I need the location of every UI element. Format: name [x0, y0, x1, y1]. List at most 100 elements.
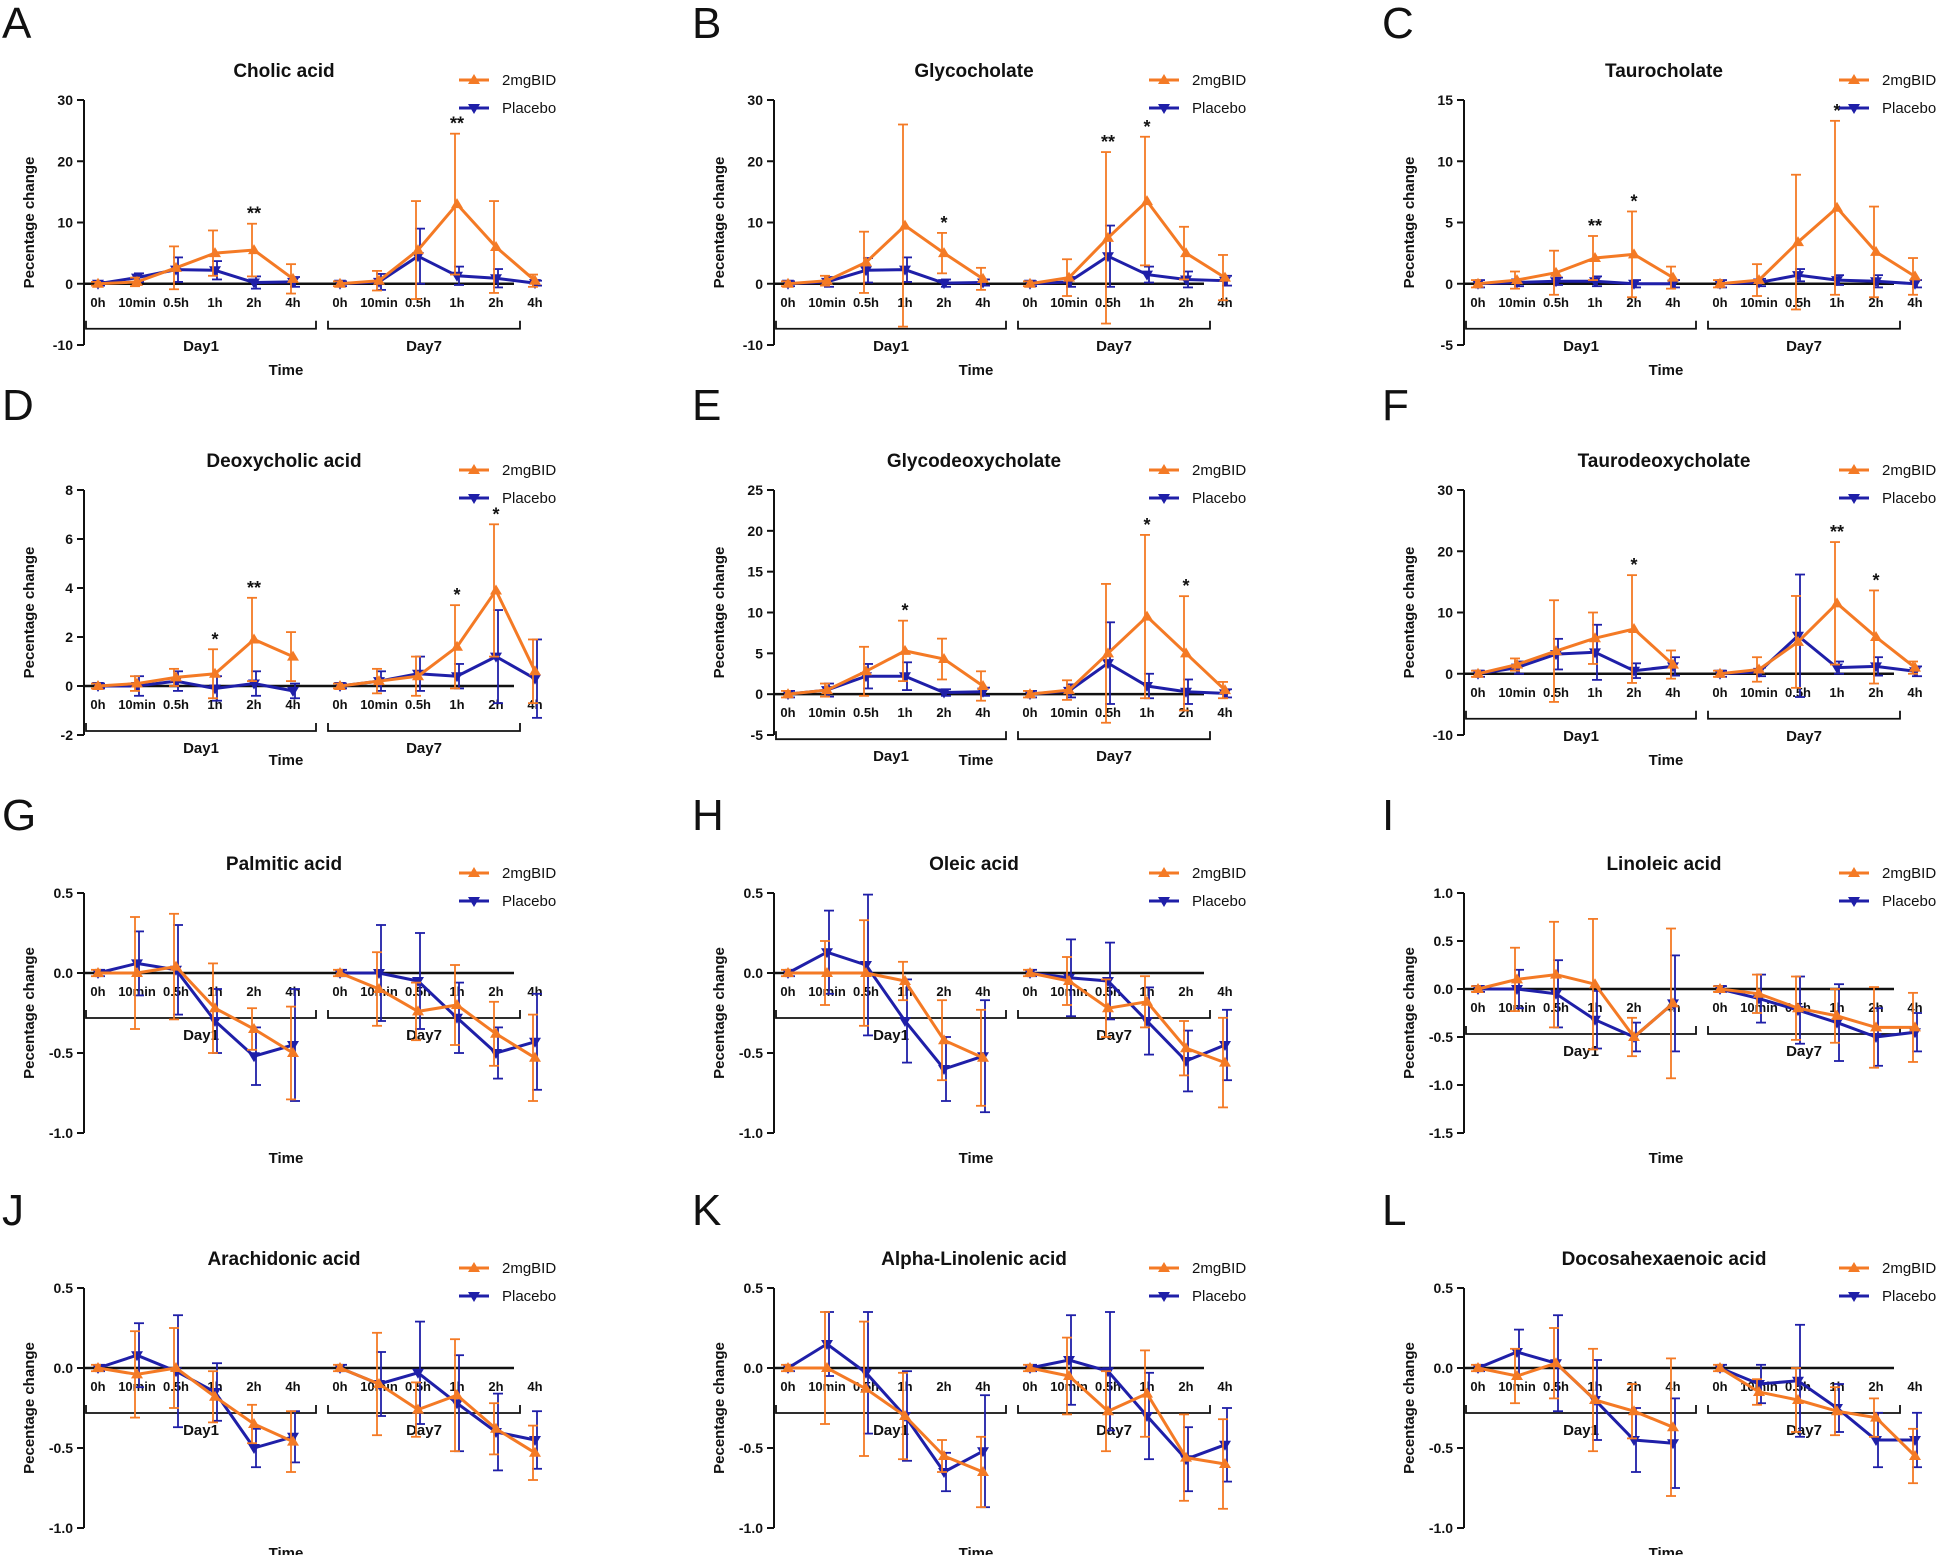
- panel-k: KAlpha-Linolenic acid-1.0-0.50.00.5Pecen…: [692, 1186, 1246, 1555]
- series-placebo: [92, 229, 542, 290]
- y-axis-title: Pecentage change: [21, 547, 38, 679]
- x-tick-label: 4h: [1217, 1379, 1232, 1394]
- legend-label: Placebo: [1882, 490, 1936, 507]
- x-axis-title: Time: [269, 1150, 304, 1167]
- y-tick-label: 20: [1437, 543, 1453, 559]
- significance-marker: *: [1143, 515, 1150, 535]
- y-tick-label: 5: [755, 645, 763, 661]
- x-tick-label: 2h: [488, 1379, 503, 1394]
- x-tick-label: 0.5h: [1543, 685, 1569, 700]
- x-tick-label: 0h: [90, 1379, 105, 1394]
- series-treatment: [91, 134, 541, 299]
- panel-e: EGlycodeoxycholate-50510152025Pecentage …: [692, 381, 1246, 769]
- x-tick-label: 2h: [1178, 984, 1193, 999]
- legend-label: 2mgBID: [502, 865, 556, 882]
- y-tick-label: 30: [747, 92, 763, 108]
- x-tick-label: 10min: [808, 1379, 846, 1394]
- x-tick-label: 2h: [246, 697, 261, 712]
- y-tick-label: 2: [65, 629, 73, 645]
- chart-title: Cholic acid: [233, 61, 334, 82]
- panel-i: I Linoleic acid -1.5 -1.0 -0.5 0.0 0.5 1.0 Pecen…: [1382, 791, 1936, 1167]
- chart-title: Linoleic acid: [1606, 854, 1721, 875]
- y-tick-label: 0.0: [1434, 981, 1454, 997]
- chart-title: Taurodeoxycholate: [1578, 451, 1751, 472]
- significance-marker: *: [1630, 555, 1637, 575]
- x-tick-label: 2h: [1178, 1379, 1193, 1394]
- y-axis-title: Pecentage change: [21, 1342, 38, 1474]
- panel-b: BGlycocholate-100102030Pecentage change0…: [692, 0, 1246, 379]
- group-bracket: [1018, 1010, 1210, 1018]
- legend-label: 2mgBID: [502, 1260, 556, 1277]
- panel-f: FTaurodeoxycholate-100102030Pecentage ch…: [1382, 381, 1936, 769]
- x-tick-label: 0h: [780, 1379, 795, 1394]
- legend-label: 2mgBID: [1192, 72, 1246, 89]
- y-axis-title: Pecentage change: [711, 1342, 728, 1474]
- group-label: Day7: [1786, 1043, 1822, 1060]
- x-tick-label: 10min: [360, 697, 398, 712]
- x-tick-label: 0h: [1712, 295, 1727, 310]
- y-tick-label: -0.5: [49, 1440, 73, 1456]
- series-line: [340, 256, 535, 284]
- y-tick-label: 0: [65, 678, 73, 694]
- x-tick-label: 1h: [1139, 295, 1154, 310]
- x-tick-label: 1h: [449, 697, 464, 712]
- group-bracket: [328, 723, 520, 731]
- panel-a: ACholic acid-100102030Pecentage change0h…: [2, 0, 556, 379]
- data-point: [1550, 969, 1562, 979]
- data-point: [248, 633, 260, 643]
- panel-letter: L: [1382, 1186, 1406, 1235]
- y-axis-title: Pecentage change: [21, 157, 38, 289]
- series-line: [1030, 201, 1225, 284]
- y-tick-label: -10: [743, 337, 763, 353]
- group-label: Day1: [873, 1027, 909, 1044]
- data-point: [451, 198, 463, 208]
- series-line: [788, 226, 983, 284]
- y-tick-label: 0: [1445, 276, 1453, 292]
- x-axis-title: Time: [269, 752, 304, 769]
- chart-title: Glycocholate: [914, 61, 1033, 82]
- x-tick-label: 2h: [246, 295, 261, 310]
- x-tick-label: 0h: [90, 984, 105, 999]
- series-line: [1030, 617, 1225, 695]
- x-tick-label: 0h: [1470, 1000, 1485, 1015]
- x-tick-label: 10min: [808, 705, 846, 720]
- x-tick-label: 2h: [1868, 1379, 1883, 1394]
- significance-marker: *: [492, 504, 499, 524]
- x-tick-label: 0.5h: [163, 697, 189, 712]
- group-bracket: [86, 1010, 316, 1018]
- y-tick-label: -1.5: [1429, 1125, 1453, 1141]
- series-treatment: [781, 125, 1231, 327]
- significance-marker: *: [1872, 570, 1879, 590]
- y-tick-label: -1.0: [739, 1520, 763, 1536]
- figure: ACholic acid-100102030Pecentage change0h…: [0, 0, 1949, 1555]
- x-tick-label: 0.5h: [853, 705, 879, 720]
- series-line: [1478, 1363, 1673, 1427]
- series-line: [1478, 254, 1673, 283]
- x-tick-label: 0h: [1022, 1379, 1037, 1394]
- group-label: Day1: [183, 1422, 219, 1439]
- panel-letter: A: [2, 0, 32, 48]
- legend-label: Placebo: [1882, 1288, 1936, 1305]
- group-bracket: [1708, 321, 1900, 329]
- x-tick-label: 0h: [1712, 1000, 1727, 1015]
- x-tick-label: 10min: [1740, 295, 1778, 310]
- chart-title: Oleic acid: [929, 854, 1019, 875]
- x-tick-label: 2h: [936, 1379, 951, 1394]
- y-tick-label: 1.0: [1434, 885, 1454, 901]
- series-placebo: [782, 895, 1232, 1113]
- x-tick-label: 2h: [1178, 705, 1193, 720]
- x-tick-label: 2h: [1868, 685, 1883, 700]
- y-tick-label: 20: [747, 153, 763, 169]
- x-tick-label: 0.5h: [1095, 295, 1121, 310]
- panel-letter: D: [2, 381, 34, 430]
- data-point: [1870, 1033, 1882, 1043]
- group-bracket: [86, 723, 316, 731]
- group-bracket: [328, 321, 520, 329]
- x-tick-label: 4h: [975, 984, 990, 999]
- x-tick-label: 2h: [488, 295, 503, 310]
- x-tick-label: 2h: [1626, 1379, 1641, 1394]
- panel-j: JArachidonic acid-1.0-0.50.00.5Pecentage…: [2, 1186, 556, 1555]
- panel-letter: E: [692, 381, 721, 430]
- x-axis-title: Time: [269, 362, 304, 379]
- data-point: [1180, 1057, 1192, 1067]
